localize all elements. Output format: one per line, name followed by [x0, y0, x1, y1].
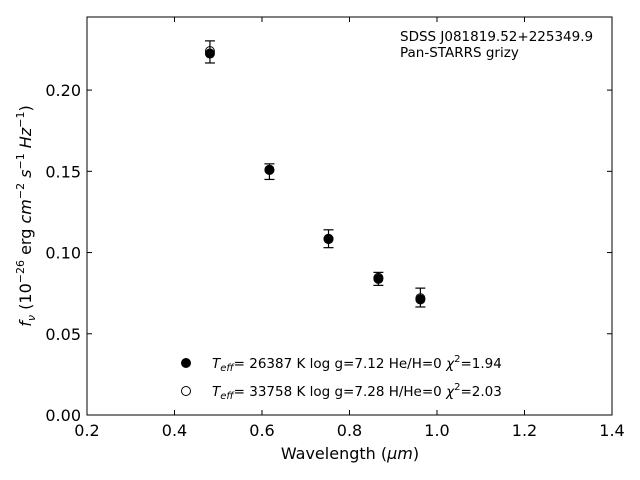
plot-area [86, 16, 613, 416]
y-tick-label: 0.10 [45, 244, 81, 263]
x-tick-label: 0.6 [249, 421, 274, 440]
legend-label-1: Teff= 26387 K log g=7.12 He/H=0 χ2=1.94 [212, 354, 502, 374]
x-tick-label: 0.2 [74, 421, 99, 440]
data-marks [204, 40, 426, 308]
legend-label-2: Teff= 33758 K log g=7.28 H/He=0 χ2=2.03 [212, 382, 502, 402]
legend: Teff= 26387 K log g=7.12 He/H=0 χ2=1.94 … [181, 354, 502, 402]
annotation-object: SDSS J081819.52+225349.9 [400, 29, 593, 45]
legend-marker-filled [181, 358, 191, 368]
legend-marker-open [181, 386, 191, 396]
y-tick-label: 0.05 [45, 325, 81, 344]
x-tick-label: 1.2 [512, 421, 537, 440]
annotation-survey: Pan-STARRS grizy [400, 45, 519, 61]
x-axis-ticks: 0.2 0.4 0.6 0.8 1.0 1.2 1.4 [74, 17, 625, 440]
y-tick-label: 0.20 [45, 81, 81, 100]
x-tick-label: 1.0 [424, 421, 449, 440]
y-axis-label: fν (10−26 erg cm−2 s−1 Hz−1) [14, 105, 38, 326]
x-tick-label: 0.8 [337, 421, 362, 440]
x-axis-label: Wavelength (μm) [281, 444, 419, 463]
x-tick-label: 0.4 [162, 421, 187, 440]
y-tick-label: 0.00 [45, 406, 81, 425]
y-tick-label: 0.15 [45, 162, 81, 181]
y-axis-ticks: 0.00 0.05 0.10 0.15 0.20 [45, 81, 612, 425]
x-tick-label: 1.4 [599, 421, 624, 440]
